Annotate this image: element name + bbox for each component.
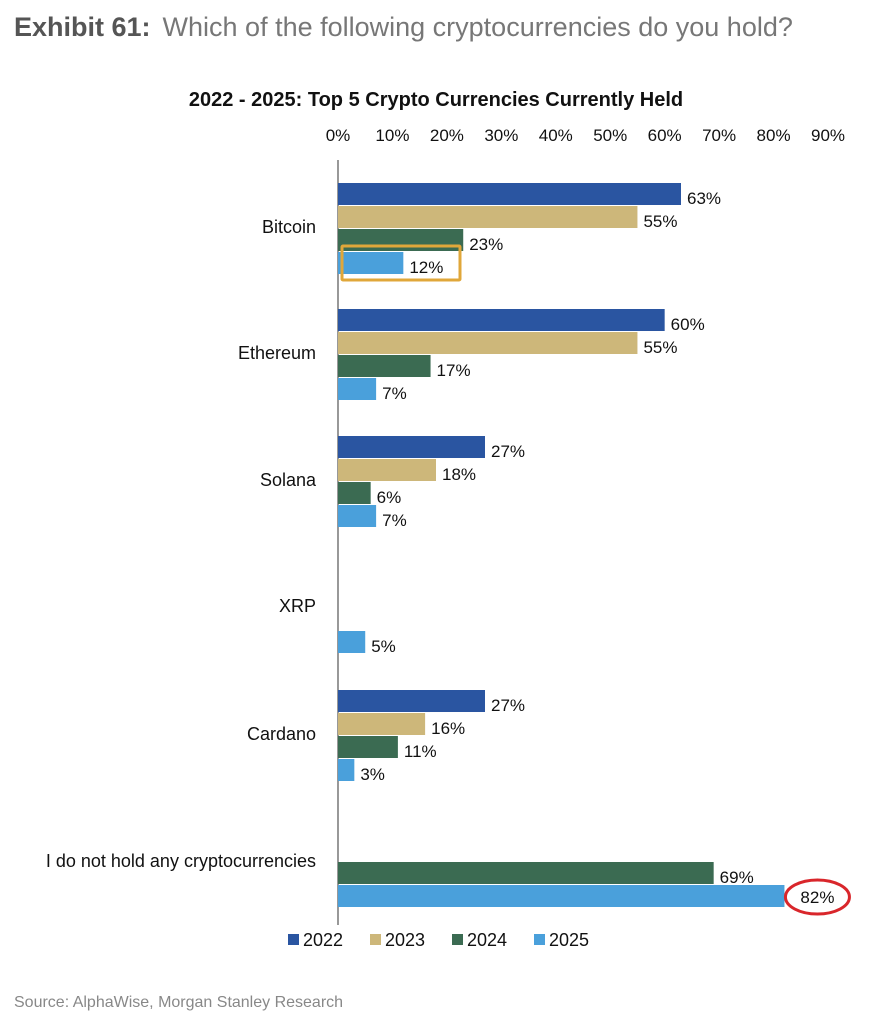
legend-swatch-2023	[370, 934, 381, 945]
x-tick-label: 20%	[430, 126, 464, 145]
category-label-solana: Solana	[260, 470, 317, 490]
bar-cardano-2024	[338, 736, 398, 758]
exhibit-header: Exhibit 61: Which of the following crypto…	[14, 12, 874, 43]
x-tick-label: 10%	[375, 126, 409, 145]
value-label-bitcoin-2025: 12%	[409, 258, 443, 277]
bar-bitcoin-2022	[338, 183, 681, 205]
bar-ethereum-2024	[338, 355, 431, 377]
x-tick-label: 80%	[757, 126, 791, 145]
value-label-cardano-2024: 11%	[404, 742, 437, 761]
value-label-ethereum-2025: 7%	[382, 384, 407, 403]
x-tick-label: 40%	[539, 126, 573, 145]
bar-cardano-2022	[338, 690, 485, 712]
bar-cardano-2025	[338, 759, 355, 781]
value-label-bitcoin-2022: 63%	[687, 189, 721, 208]
exhibit-label: Exhibit 61:	[14, 12, 151, 42]
bar-solana-2023	[338, 459, 436, 481]
legend-swatch-2025	[534, 934, 545, 945]
chart-title: 2022 - 2025: Top 5 Crypto Currencies Cur…	[189, 89, 683, 111]
bar-solana-2024	[338, 482, 371, 504]
bar-bitcoin-2023	[338, 206, 638, 228]
value-label-ethereum-2022: 60%	[671, 315, 705, 334]
x-tick-label: 60%	[648, 126, 682, 145]
bar-solana-2025	[338, 505, 377, 527]
value-label-bitcoin-2023: 55%	[643, 212, 677, 231]
value-label-cardano-2022: 27%	[491, 696, 525, 715]
highlight-circle	[783, 878, 851, 916]
legend-swatch-2022	[288, 934, 299, 945]
category-label-i-do-not-hold-any-cryptocurrencies: I do not hold any cryptocurrencies	[46, 851, 316, 871]
value-label-solana-2022: 27%	[491, 442, 525, 461]
bar-bitcoin-2024	[338, 229, 464, 251]
value-label-cardano-2023: 16%	[431, 719, 465, 738]
bar-solana-2022	[338, 436, 485, 458]
bar-chart: 2022 - 2025: Top 5 Crypto Currencies Cur…	[46, 89, 851, 950]
value-label-ethereum-2024: 17%	[437, 361, 471, 380]
x-tick-label: 90%	[811, 126, 845, 145]
value-label-i-do-not-hold-any-cryptocurrencies-2024: 69%	[720, 868, 754, 887]
x-tick-label: 0%	[326, 126, 351, 145]
category-label-xrp: XRP	[279, 596, 316, 616]
value-label-xrp-2025: 5%	[371, 637, 396, 656]
bar-ethereum-2022	[338, 309, 665, 331]
legend-label-2023: 2023	[385, 930, 425, 950]
source-note: Source: AlphaWise, Morgan Stanley Resear…	[14, 994, 344, 1011]
legend-label-2022: 2022	[303, 930, 343, 950]
value-label-cardano-2025: 3%	[360, 765, 385, 784]
bar-bitcoin-2025	[338, 252, 404, 274]
value-label-solana-2023: 18%	[442, 465, 476, 484]
value-label-bitcoin-2024: 23%	[469, 235, 503, 254]
x-tick-label: 30%	[484, 126, 518, 145]
x-tick-label: 70%	[702, 126, 736, 145]
category-label-cardano: Cardano	[247, 724, 316, 744]
bar-i-do-not-hold-any-cryptocurrencies-2025	[338, 885, 785, 907]
legend-swatch-2024	[452, 934, 463, 945]
bar-i-do-not-hold-any-cryptocurrencies-2024	[338, 862, 714, 884]
bar-cardano-2023	[338, 713, 426, 735]
exhibit-question: Which of the following cryptocurrencies …	[162, 12, 793, 42]
bar-ethereum-2023	[338, 332, 638, 354]
bar-ethereum-2025	[338, 378, 377, 400]
category-label-ethereum: Ethereum	[238, 343, 316, 363]
x-tick-label: 50%	[593, 126, 627, 145]
value-label-solana-2025: 7%	[382, 511, 407, 530]
legend-label-2024: 2024	[467, 930, 507, 950]
legend-label-2025: 2025	[549, 930, 589, 950]
value-label-solana-2024: 6%	[377, 488, 402, 507]
value-label-ethereum-2023: 55%	[643, 338, 677, 357]
highlight-circle-label: 82%	[800, 888, 834, 907]
highlight-box	[340, 244, 462, 282]
category-label-bitcoin: Bitcoin	[262, 217, 316, 237]
bar-xrp-2025	[338, 631, 366, 653]
